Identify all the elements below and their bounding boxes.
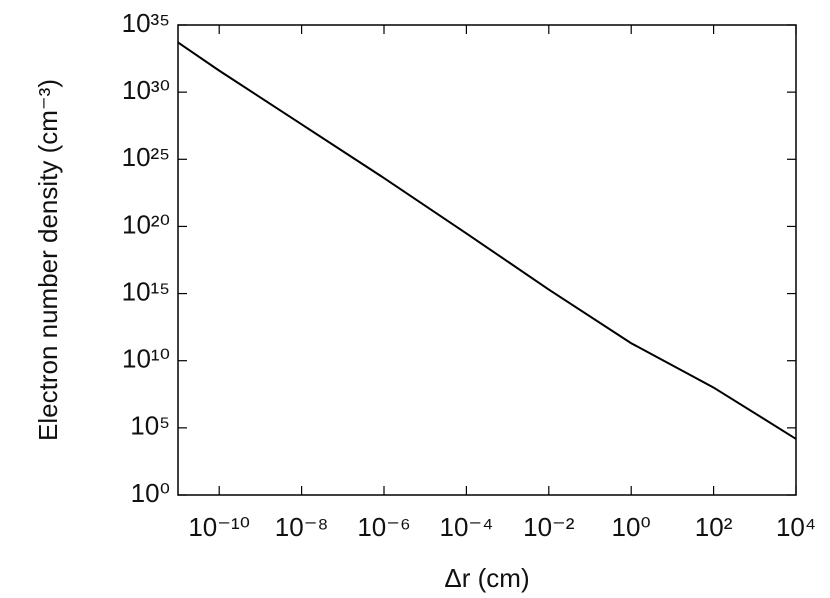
y-tick-label: 10³⁵ [122, 8, 170, 38]
y-tick-label: 10³⁰ [122, 75, 170, 105]
x-tick-label: 10⁰ [612, 512, 651, 542]
y-tick-label: 10⁵ [130, 411, 170, 441]
plot-frame [177, 24, 797, 496]
x-tick-label: 10⁻⁸ [275, 512, 329, 542]
x-tick-label: 10⁻² [523, 512, 575, 542]
y-tick-label: 10⁰ [131, 478, 170, 508]
x-tick-label: 10⁻¹⁰ [188, 512, 250, 542]
data-line [177, 41, 797, 440]
x-axis-label: Δr (cm) [444, 563, 529, 593]
x-tick-label: 10⁴ [776, 512, 816, 542]
x-tick-label: 10² [695, 512, 733, 542]
y-tick-label: 10²⁵ [122, 142, 170, 172]
x-tick-label: 10⁻⁴ [439, 512, 493, 542]
y-tick-label: 10²⁰ [122, 209, 170, 239]
y-tick-label: 10¹⁵ [122, 276, 170, 306]
y-axis-label: Electron number density (cm⁻³) [33, 79, 63, 441]
x-tick-label: 10⁻⁶ [357, 512, 410, 542]
y-tick-label: 10¹⁰ [122, 344, 170, 374]
